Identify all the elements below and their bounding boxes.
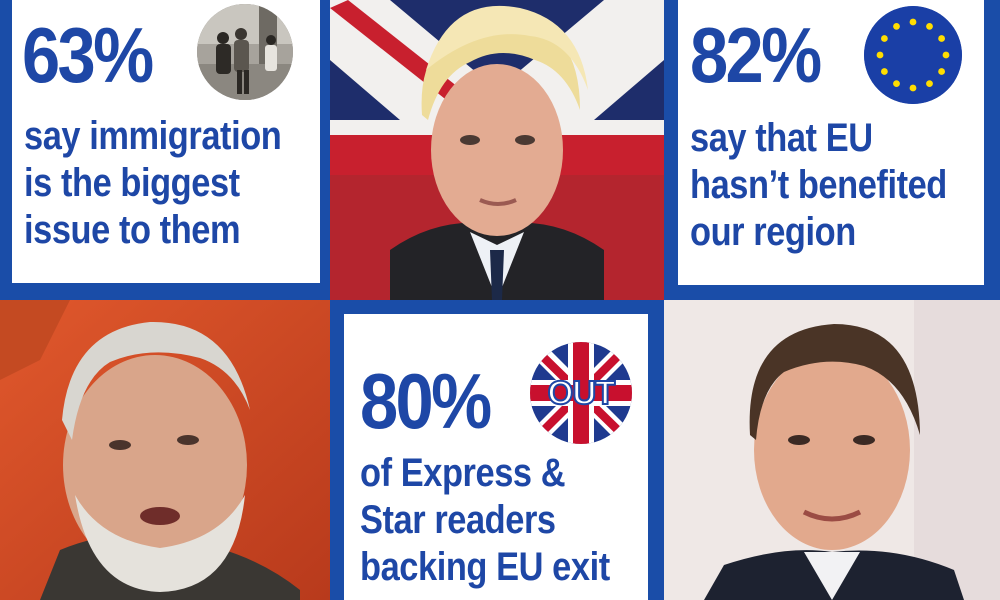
immigration-caption-line-3: issue to them	[24, 208, 241, 252]
eu-benefit-caption-line-1: say that EU	[690, 116, 873, 160]
readers-stat-panel: 80% OUT of Express & Star readers backin…	[344, 314, 648, 600]
portrait-photo-top	[330, 0, 664, 300]
portrait-photo-bottom-left	[0, 300, 330, 600]
immigration-caption-line-2: is the biggest	[24, 161, 240, 205]
readers-caption-line-2: Star readers	[360, 498, 556, 542]
portrait-photo-bottom-right	[664, 300, 1000, 600]
eu-benefit-percent: 82%	[690, 11, 822, 99]
union-jack-out-icon: OUT	[530, 342, 632, 444]
eu-benefit-stat-panel: 82% say that	[678, 0, 984, 285]
readers-caption-line-3: backing EU exit	[360, 545, 610, 589]
union-flag-backdrop-portrait	[330, 0, 664, 300]
out-badge-text: OUT	[547, 374, 617, 412]
light-backdrop-portrait	[664, 300, 1000, 600]
immigration-stat-panel: 63% say immigration is the biggest issue…	[12, 0, 320, 283]
eu-flag-icon	[864, 6, 962, 104]
readers-caption-line-1: of Express &	[360, 451, 566, 495]
red-backdrop-portrait	[0, 300, 330, 600]
readers-percent: 80%	[360, 357, 492, 445]
immigration-percent: 63%	[22, 11, 154, 99]
eu-benefit-caption-line-2: hasn’t benefited	[690, 163, 947, 207]
eu-benefit-caption-line-3: our region	[690, 210, 856, 254]
immigration-caption-line-1: say immigration	[24, 114, 282, 158]
street-crowd-photo-icon	[197, 4, 293, 100]
